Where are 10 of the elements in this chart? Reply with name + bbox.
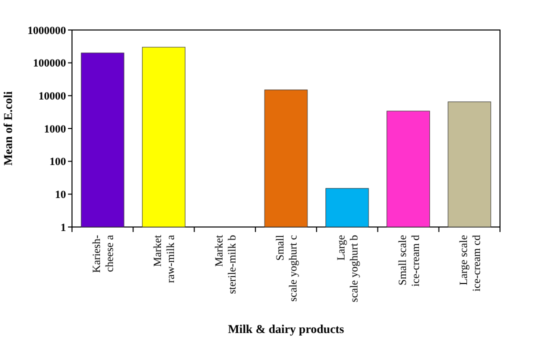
y-tick-label: 1000 — [44, 123, 66, 136]
x-tick-label: Kariesh- cheese a — [91, 234, 116, 273]
y-tick-label: 10000 — [38, 90, 66, 103]
y-tick-label: 1 — [60, 222, 66, 234]
x-axis-title: Milk & dairy products — [228, 322, 344, 336]
y-tick-label: 100 — [50, 156, 66, 168]
y-tick-label: 10 — [55, 189, 66, 202]
y-tick-label: 1000000 — [28, 24, 66, 37]
y-axis-title: Mean of E.coli — [1, 90, 15, 166]
y-tick-label: 100000 — [33, 58, 66, 70]
